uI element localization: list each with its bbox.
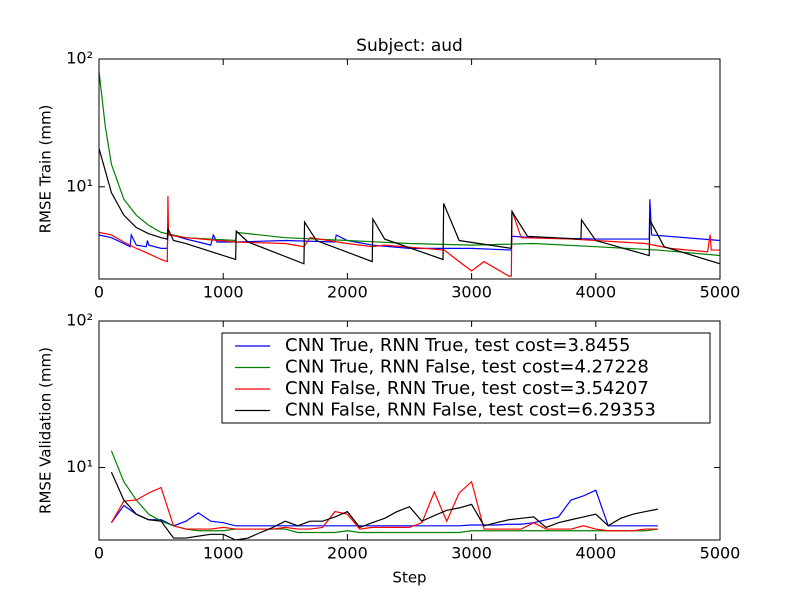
- series-line: [110, 450, 658, 534]
- axes-frame: [98, 58, 721, 280]
- y-tick-label: 10²: [66, 49, 93, 68]
- x-tick-label: 4000: [575, 283, 616, 302]
- x-tick-label: 2000: [327, 283, 368, 302]
- series-line: [110, 480, 658, 532]
- x-axis-label: Step: [392, 569, 426, 587]
- x-tick-label: 0: [94, 544, 104, 563]
- series-line: [99, 71, 720, 257]
- series-line: [99, 199, 720, 251]
- x-tick-label: 5000: [700, 283, 741, 302]
- series-line: [99, 148, 720, 265]
- plot-area: [110, 450, 659, 540]
- x-tick-label: 4000: [575, 544, 616, 563]
- y-axis-label: RMSE Train (mm): [37, 105, 55, 234]
- y-axis-label: RMSE Validation (mm): [37, 347, 55, 514]
- x-tick-label: 1000: [203, 544, 244, 563]
- x-tick-label: 1000: [203, 283, 244, 302]
- series-line: [110, 471, 659, 540]
- legend-label: CNN True, RNN True, test cost=3.8455: [285, 335, 630, 356]
- series-line: [99, 195, 720, 277]
- x-tick-label: 5000: [700, 544, 741, 563]
- x-tick-label: 2000: [327, 544, 368, 563]
- x-tick-label: 0: [94, 283, 104, 302]
- plot-area: [99, 71, 720, 277]
- y-tick-label: 10¹: [66, 176, 93, 195]
- x-tick-label: 3000: [451, 283, 492, 302]
- legend-box: [221, 332, 711, 424]
- axes-frame: [98, 320, 721, 541]
- legend-label: CNN False, RNN True, test cost=3.54207: [285, 378, 649, 399]
- x-tick-label: 3000: [451, 544, 492, 563]
- y-tick-label: 10¹: [66, 457, 93, 476]
- legend-label: CNN False, RNN False, test cost=6.29353: [285, 400, 656, 421]
- y-tick-label: 10²: [66, 311, 93, 330]
- legend-label: CNN True, RNN False, test cost=4.27228: [285, 357, 649, 378]
- chart-title: Subject: aud: [356, 36, 463, 56]
- series-line: [110, 489, 658, 527]
